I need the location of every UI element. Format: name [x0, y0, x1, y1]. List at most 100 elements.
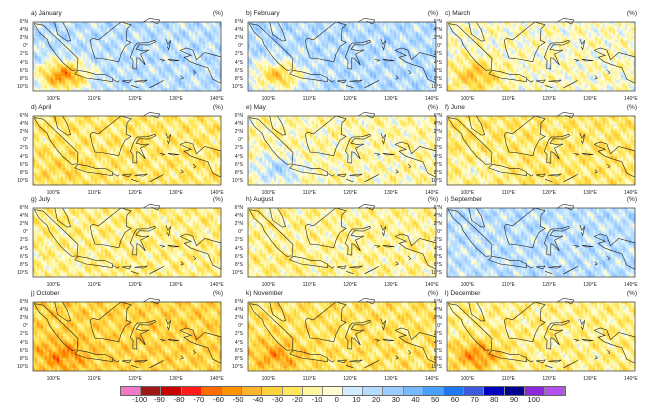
lon-tick-label: 120°E: [343, 190, 358, 196]
coastline: [407, 255, 412, 261]
lat-tick-label: 4°S: [433, 339, 442, 346]
map-panel: j) October (%) 6°N 4°N 2°N 0° 2°S 4°S 6°S 8°S 10°S…: [17, 290, 224, 382]
coastline: [579, 318, 585, 331]
map-frame: [32, 115, 222, 186]
coastline: [180, 75, 184, 80]
anomaly-field: [248, 116, 436, 185]
coastline: [344, 225, 372, 256]
colorbar-label: -40: [252, 395, 264, 404]
coastline: [488, 69, 528, 83]
coastline: [344, 133, 372, 164]
coastlines: [32, 203, 222, 278]
coastline: [543, 319, 571, 350]
coastlines: [247, 297, 437, 372]
lat-tick-label: 6°N: [19, 19, 28, 25]
coastline: [122, 265, 132, 270]
coastline: [165, 132, 171, 145]
lat-tick-label: 2°S: [433, 51, 442, 58]
map-frame: [446, 21, 636, 92]
anomaly-field: [248, 208, 436, 277]
coastline: [548, 79, 562, 83]
coastline: [159, 339, 166, 342]
coastline: [374, 245, 381, 248]
lat-tick-label: 0°: [437, 229, 442, 236]
colorbar: [120, 386, 567, 396]
lat-tick-label: 4°N: [234, 121, 243, 128]
coastline: [143, 17, 161, 25]
coastline: [89, 115, 132, 157]
lon-tick-label: 110°E: [87, 96, 101, 102]
coastline: [192, 163, 197, 169]
coastline: [488, 255, 528, 269]
lon-tick-label: 110°E: [302, 96, 316, 102]
coastline: [407, 349, 412, 355]
coastline: [179, 141, 222, 178]
colorbar-swatch: [141, 387, 162, 395]
coastline: [344, 319, 372, 350]
coastline: [54, 115, 71, 136]
coastline: [382, 245, 395, 248]
lat-tick-label: 8°S: [19, 75, 28, 82]
map-frame: [32, 301, 222, 372]
lon-tick-label: 120°E: [542, 376, 557, 382]
panel-title: k) November: [246, 290, 284, 297]
coastline: [364, 360, 379, 369]
colorbar-label: 80: [490, 395, 499, 404]
lat-tick-label: 6°N: [234, 299, 243, 305]
lat-tick-label: 6°S: [19, 161, 28, 168]
colorbar-label: -30: [272, 395, 284, 404]
colorbar-label: -50: [232, 395, 244, 404]
colorbar-swatch: [363, 387, 384, 395]
lat-tick-label: 10°S: [232, 177, 243, 184]
map-panel: g) July (%) 6°N 4°N 2°N 0° 2°S 4°S 6°S 8°S 10°S 100…: [17, 196, 224, 288]
lat-tick-label: 2°S: [19, 237, 28, 244]
anomaly-field: [447, 208, 635, 277]
coastline: [349, 359, 363, 363]
lon-tick-label: 120°E: [128, 190, 143, 196]
lon-tick-label: 100°E: [460, 282, 475, 288]
coastline: [269, 301, 286, 322]
panel-unit: (%): [626, 10, 637, 17]
coastline: [548, 265, 562, 269]
coastlines: [446, 17, 636, 92]
lat-tick-label: 4°N: [234, 307, 243, 314]
coastline: [149, 266, 164, 275]
lon-tick-label: 140°E: [210, 190, 224, 196]
lat-tick-label: 6°N: [19, 205, 28, 211]
lat-tick-label: 4°N: [433, 27, 442, 34]
coastline: [557, 17, 575, 25]
coastline: [593, 327, 636, 364]
lat-tick-label: 6°N: [433, 299, 442, 305]
lat-tick-label: 6°S: [433, 253, 442, 260]
coastline: [536, 265, 546, 270]
lat-tick-label: 2°S: [234, 145, 243, 152]
coastline: [358, 203, 376, 211]
lat-tick-label: 4°N: [433, 213, 442, 220]
coastline: [395, 355, 399, 360]
coastline: [545, 179, 553, 183]
lon-tick-label: 110°E: [87, 190, 101, 196]
coastline: [269, 21, 286, 42]
coastline: [468, 115, 485, 136]
panel-title: f) June: [445, 104, 465, 111]
lat-tick-label: 0°: [23, 137, 28, 144]
coastline: [503, 207, 546, 249]
panel-title: c) March: [445, 10, 471, 17]
coastline: [545, 365, 553, 369]
coastline: [349, 79, 363, 83]
coastline: [594, 355, 598, 360]
coastline: [167, 339, 180, 342]
lon-tick-label: 120°E: [343, 376, 358, 382]
lon-tick-label: 130°E: [384, 376, 398, 382]
panel-unit: (%): [427, 196, 438, 203]
lat-tick-label: 4°S: [19, 59, 28, 66]
map-frame: [446, 115, 636, 186]
lat-tick-label: 6°N: [234, 205, 243, 211]
coastline: [192, 349, 197, 355]
coastline: [468, 207, 485, 228]
lat-tick-label: 6°S: [234, 347, 243, 354]
coastline: [327, 172, 335, 177]
colorbar-swatch: [181, 387, 202, 395]
panel-title: g) July: [31, 196, 51, 203]
colorbar-swatch: [282, 387, 303, 395]
